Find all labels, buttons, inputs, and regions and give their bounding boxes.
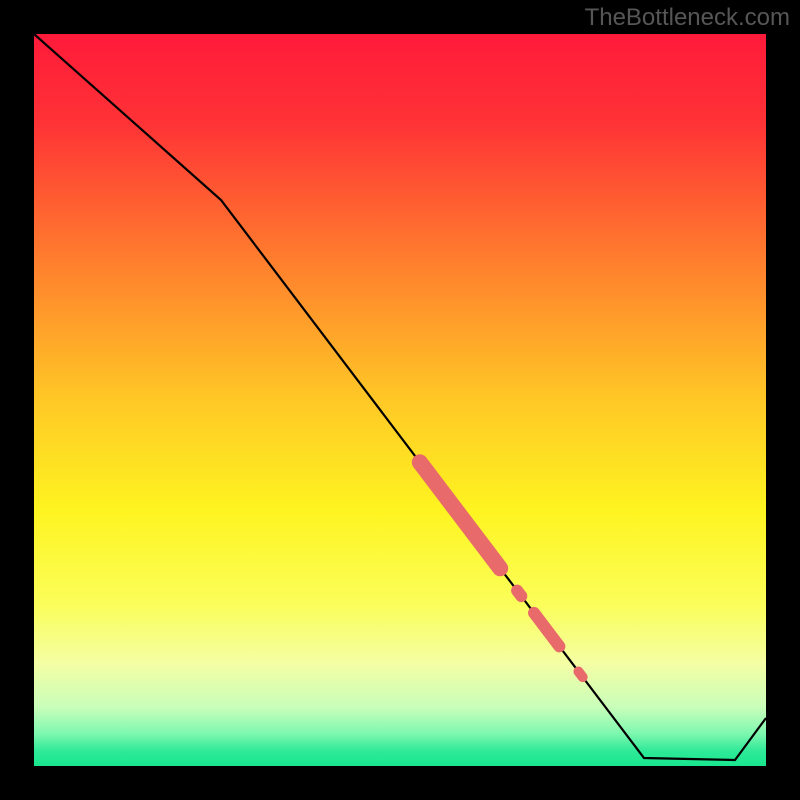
marker-segment <box>517 591 521 597</box>
plot-gradient-background <box>34 34 766 766</box>
chart-svg <box>0 0 800 800</box>
chart-container: TheBottleneck.com <box>0 0 800 800</box>
watermark-text: TheBottleneck.com <box>585 4 790 32</box>
marker-segment <box>578 672 582 678</box>
